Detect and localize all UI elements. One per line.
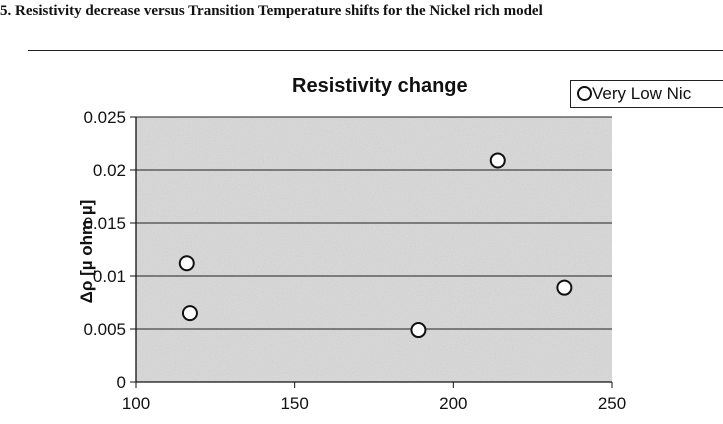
figure-caption: 5. Resistivity decrease versus Transitio… bbox=[0, 3, 543, 19]
y-tick-label: 0.01 bbox=[93, 267, 126, 286]
y-tick-label: 0 bbox=[117, 373, 126, 392]
y-axis-label: Δρ [µ ohm µ] bbox=[77, 200, 96, 304]
chart-title: Resistivity change bbox=[292, 75, 468, 97]
data-point bbox=[181, 305, 198, 322]
data-point bbox=[489, 152, 506, 169]
data-point bbox=[410, 322, 427, 339]
data-point bbox=[178, 255, 195, 272]
y-tick-label: 0.015 bbox=[83, 214, 126, 233]
legend: Very Low Nic bbox=[570, 80, 723, 108]
x-tick-label: 150 bbox=[280, 394, 308, 413]
chart-frame-top-border bbox=[28, 50, 723, 51]
y-tick-label: 0.02 bbox=[93, 161, 126, 180]
y-tick-label: 0.005 bbox=[83, 320, 126, 339]
legend-label: Very Low Nic bbox=[592, 84, 692, 103]
x-tick-label: 250 bbox=[598, 394, 626, 413]
y-tick-label: 0.025 bbox=[83, 108, 126, 127]
legend-marker-icon bbox=[577, 86, 592, 101]
x-tick-label: 100 bbox=[122, 394, 150, 413]
plot-area-texture bbox=[136, 117, 612, 382]
x-tick-label: 200 bbox=[439, 394, 467, 413]
data-point bbox=[556, 279, 573, 296]
